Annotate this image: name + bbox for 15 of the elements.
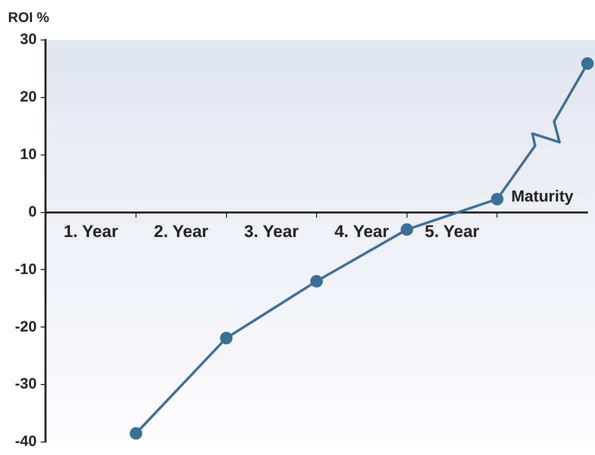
y-tick-label: 0 xyxy=(28,203,37,220)
y-tick-label: 20 xyxy=(20,88,37,106)
y-tick-label: -10 xyxy=(14,260,37,278)
annotation: Maturity xyxy=(511,188,574,206)
y-tick-label: -30 xyxy=(14,376,37,393)
x-tick-label: 2. Year xyxy=(154,222,209,242)
y-tick-label: 30 xyxy=(20,31,37,48)
x-tick-label: 5. Year xyxy=(424,222,480,242)
x-tick-label: 4. Year xyxy=(334,222,390,242)
y-tick-label: -40 xyxy=(14,433,37,450)
x-tick-label: 1. Year xyxy=(64,222,118,242)
y-tick-label: -20 xyxy=(14,318,37,336)
y-axis-title: ROI % xyxy=(8,9,50,25)
x-tick-label: 3. Year xyxy=(244,222,300,242)
y-tick-label: 10 xyxy=(20,146,37,163)
